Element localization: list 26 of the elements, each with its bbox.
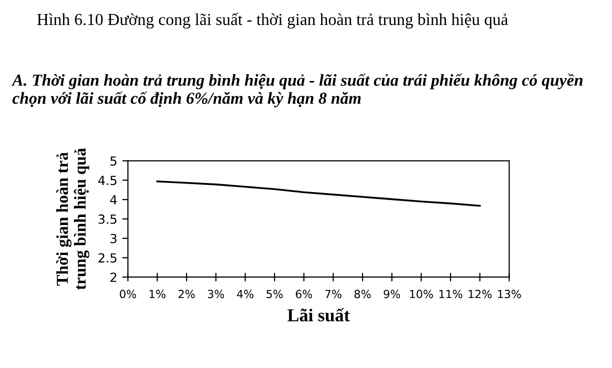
y-axis-title: Thời gian hoàn trả trung bình hiệu quả — [56, 148, 90, 290]
x-tick-label: 0% — [120, 290, 136, 298]
x-tick-label: 5% — [266, 290, 283, 298]
x-tick-label: 1% — [150, 290, 166, 298]
x-tick-label: 8% — [354, 290, 371, 298]
chart-subtitle: A. Thời gian hoàn trả trung bình hiệu quả - lãi suất của trái phiếu không có quyền chọn với lãi suất cố định 6%/năm và kỳ hạn 8 năm — [11, 74, 583, 108]
y-tick-label: 2 — [110, 272, 116, 282]
x-tick-label: 3% — [208, 290, 224, 298]
y-tick-label: 3.5 — [98, 214, 116, 224]
x-tick-label: 4% — [236, 290, 254, 298]
x-tick-label: 13% — [498, 290, 521, 298]
y-tick-label: 3 — [110, 234, 116, 244]
y-tick-label: 5 — [110, 156, 116, 166]
x-tick-label: 9% — [384, 290, 400, 298]
line-series — [156, 180, 481, 207]
y-tick-label: 4 — [110, 195, 117, 204]
x-tick-label: 7% — [325, 290, 342, 298]
x-tick-label: 11% — [439, 290, 462, 298]
x-tick-label: 12% — [468, 290, 492, 298]
x-tick-label: 6% — [296, 290, 312, 298]
x-axis-title: Lãi suất — [288, 308, 350, 322]
x-tick-label: 10% — [410, 290, 433, 298]
chart-title: Hình 6.10 Đường cong lãi suất - thời gian hoàn trả trung bình hiệu quả — [37, 12, 508, 29]
x-tick-label: 2% — [178, 290, 195, 298]
y-tick-label: 4.5 — [98, 176, 116, 186]
y-tick-label: 2.5 — [98, 253, 116, 263]
